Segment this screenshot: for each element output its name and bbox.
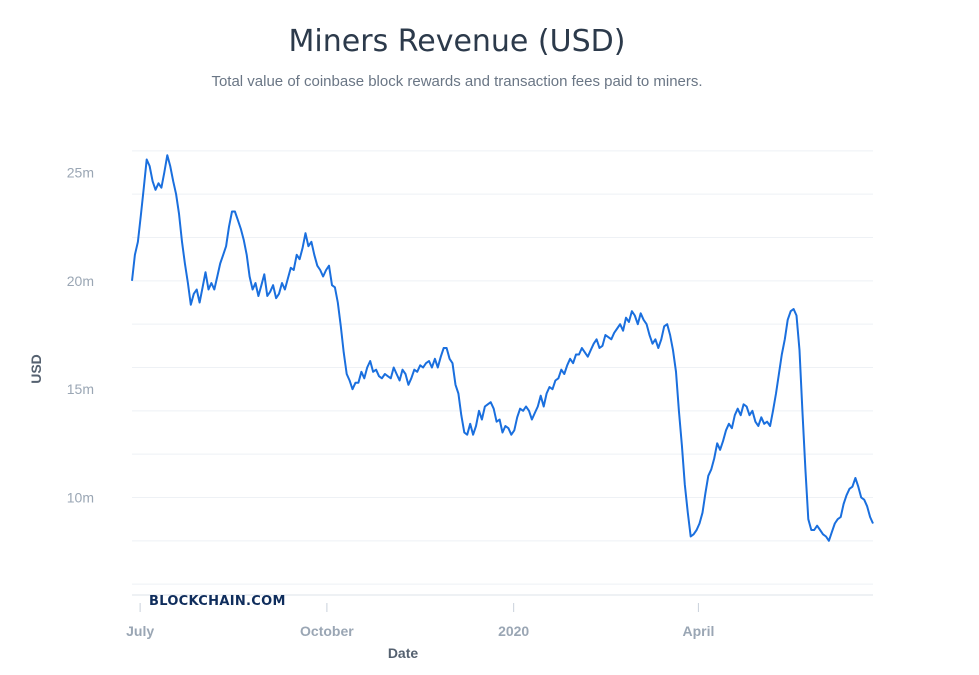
y-tick-label: 15m	[67, 381, 94, 397]
y-axis-ticks: 10m 15m 20m 25m	[67, 165, 94, 506]
chart-subtitle: Total value of coinbase block rewards an…	[211, 73, 703, 90]
y-axis-title: USD	[28, 354, 44, 384]
blockchain-logo-text: BLOCKCHAIN.COM	[149, 594, 286, 609]
x-axis-ticks: July October 2020 April	[126, 603, 714, 639]
y-tick-label: 10m	[67, 490, 94, 506]
series-line-miners-revenue	[131, 154, 874, 542]
chart-title: Miners Revenue (USD)	[288, 24, 626, 59]
x-tick-label: April	[682, 623, 714, 639]
x-tick-label: October	[300, 623, 354, 639]
gridlines	[132, 150, 873, 585]
y-tick-label: 20m	[67, 273, 94, 289]
x-tick-label: 2020	[498, 623, 529, 639]
y-tick-label: 25m	[67, 165, 94, 181]
x-axis-title: Date	[388, 645, 419, 661]
x-tick-label: July	[126, 623, 154, 639]
